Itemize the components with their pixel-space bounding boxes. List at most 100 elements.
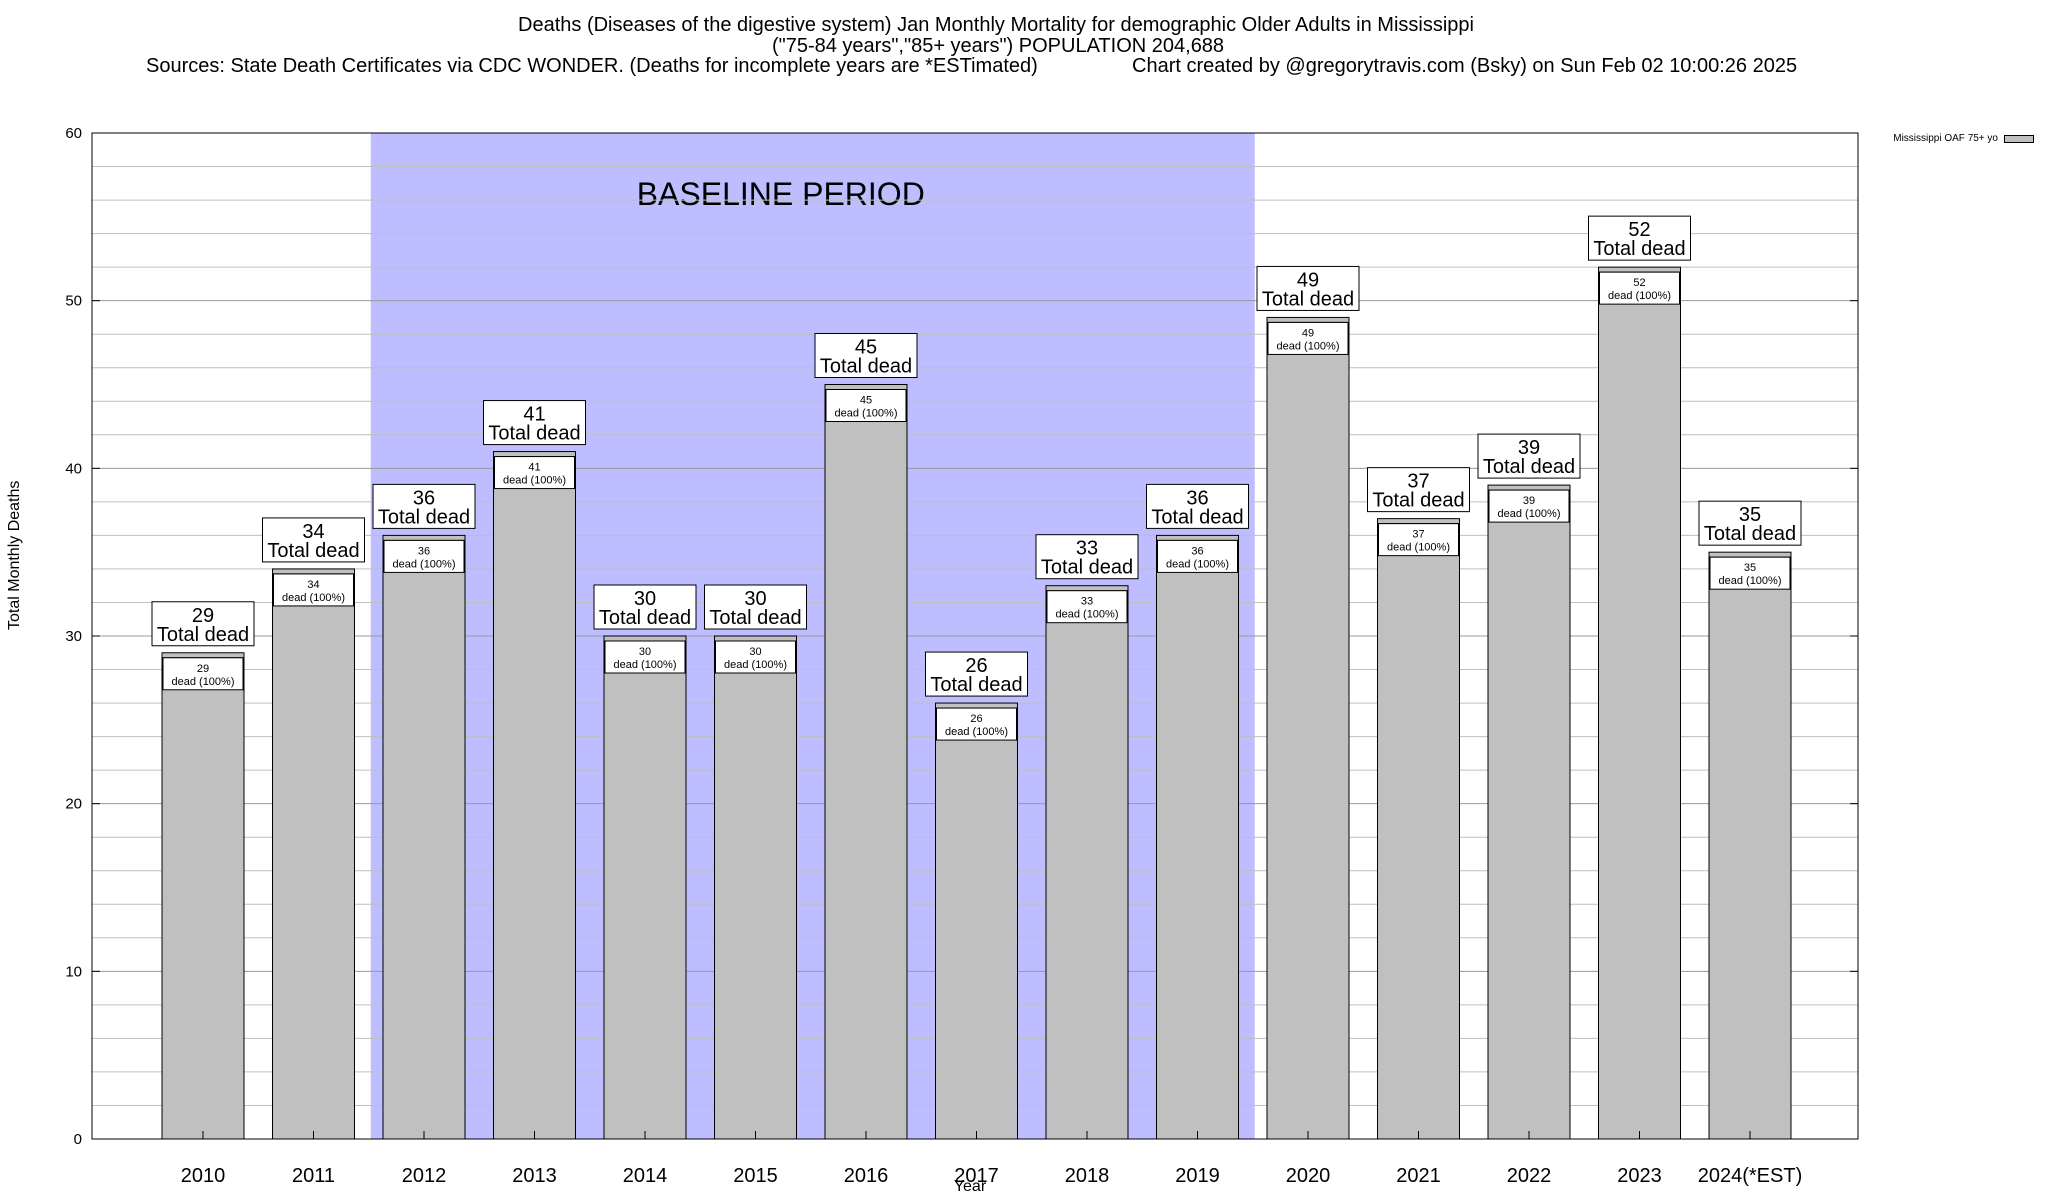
inner-value-label: 30 <box>639 646 651 658</box>
inner-percent-label: dead (100%) <box>945 726 1008 738</box>
plot-frame <box>91 132 1859 1140</box>
inner-percent-label: dead (100%) <box>835 408 898 420</box>
inner-label-box <box>162 657 244 691</box>
x-tick-label: 2014 <box>623 1165 668 1187</box>
total-text-label: Total dead <box>599 607 691 629</box>
inner-label-box <box>1267 321 1349 355</box>
chart-credit: Chart created by @gregorytravis.com (Bsk… <box>1132 55 1798 77</box>
chart-sources: Sources: State Death Certificates via CD… <box>146 55 1038 77</box>
total-text-label: Total dead <box>1593 238 1685 260</box>
bar <box>1487 484 1571 1140</box>
inner-label-box <box>1709 556 1791 590</box>
inner-value-label: 39 <box>1523 495 1535 507</box>
total-value-label: 45 <box>855 337 877 359</box>
inner-value-label: 35 <box>1744 562 1756 574</box>
inner-value-label: 45 <box>860 395 872 407</box>
inner-percent-label: dead (100%) <box>724 659 787 671</box>
bar <box>161 652 245 1140</box>
inner-label-box <box>383 539 465 573</box>
inner-value-label: 36 <box>1191 545 1203 557</box>
legend-swatch <box>2004 134 2034 143</box>
total-text-label: Total dead <box>1483 456 1575 478</box>
total-label-box <box>593 584 697 630</box>
inner-label-box <box>1488 489 1570 523</box>
total-label-box <box>1035 534 1139 580</box>
x-tick-label: 2015 <box>733 1165 778 1187</box>
total-text-label: Total dead <box>1151 506 1243 528</box>
inner-percent-label: dead (100%) <box>1277 340 1340 352</box>
total-text-label: Total dead <box>1704 523 1796 545</box>
total-value-label: 52 <box>1628 219 1650 241</box>
inner-label-box <box>715 640 796 674</box>
total-value-label: 33 <box>1076 538 1098 560</box>
y-tick-label: 10 <box>65 963 82 980</box>
x-tick-label: 2011 <box>292 1165 335 1187</box>
total-value-label: 29 <box>192 605 214 627</box>
inner-label-box <box>1046 590 1128 624</box>
y-tick-label: 40 <box>65 460 82 477</box>
total-value-label: 30 <box>744 588 766 610</box>
total-label-box <box>1698 500 1802 546</box>
x-tick-label: 2017 <box>954 1165 999 1187</box>
chart-title: Deaths (Diseases of the digestive system… <box>518 14 1474 36</box>
bar <box>603 635 687 1140</box>
total-label-box <box>1146 483 1249 529</box>
total-label-box <box>1256 265 1360 311</box>
x-tick-label: 2023 <box>1617 1165 1662 1187</box>
total-text-label: Total dead <box>1372 490 1464 512</box>
total-label-box <box>372 483 476 529</box>
bar <box>824 384 908 1140</box>
x-tick-label: 2018 <box>1065 1165 1110 1187</box>
total-text-label: Total dead <box>820 356 912 378</box>
inner-percent-label: dead (100%) <box>614 659 677 671</box>
x-tick-label: 2012 <box>402 1165 447 1187</box>
bar <box>272 568 355 1140</box>
x-tick-label: 2010 <box>181 1165 226 1187</box>
inner-label-box <box>273 573 354 607</box>
total-value-label: 36 <box>413 487 435 509</box>
x-tick-label: 2016 <box>844 1165 889 1187</box>
inner-value-label: 37 <box>1412 529 1424 541</box>
total-label-box <box>704 584 807 630</box>
inner-value-label: 36 <box>418 545 430 557</box>
total-value-label: 49 <box>1297 269 1319 291</box>
total-label-box <box>1588 215 1691 261</box>
inner-percent-label: dead (100%) <box>1166 558 1229 570</box>
total-value-label: 35 <box>1739 504 1761 526</box>
inner-percent-label: dead (100%) <box>1608 290 1671 302</box>
x-tick-label: 2021 <box>1396 1165 1441 1187</box>
inner-label-box <box>936 707 1017 741</box>
legend-label: Mississippi OAF 75+ yo <box>1893 133 1998 144</box>
total-value-label: 26 <box>965 655 987 677</box>
total-value-label: 34 <box>302 521 324 543</box>
inner-percent-label: dead (100%) <box>393 558 456 570</box>
x-tick-label: 2020 <box>1286 1165 1331 1187</box>
total-label-box <box>151 601 255 647</box>
y-axis-label: Total Monthly Deaths <box>6 480 23 630</box>
bar <box>1377 518 1460 1140</box>
inner-value-label: 29 <box>197 663 209 675</box>
inner-percent-label: dead (100%) <box>1498 508 1561 520</box>
inner-value-label: 52 <box>1633 277 1645 289</box>
total-value-label: 39 <box>1518 437 1540 459</box>
total-label-box <box>1367 467 1470 513</box>
bar <box>1045 585 1129 1140</box>
total-text-label: Total dead <box>267 540 359 562</box>
y-tick-label: 50 <box>65 293 82 310</box>
inner-percent-label: dead (100%) <box>282 592 345 604</box>
inner-percent-label: dead (100%) <box>1056 609 1119 621</box>
x-tick-label: 2024(*EST) <box>1698 1165 1803 1187</box>
bar <box>493 451 576 1140</box>
bar <box>935 702 1018 1140</box>
inner-label-box <box>1599 271 1680 305</box>
inner-label-box <box>1378 523 1459 557</box>
x-tick-label: 2019 <box>1175 1165 1220 1187</box>
inner-value-label: 49 <box>1302 327 1314 339</box>
inner-percent-label: dead (100%) <box>503 475 566 487</box>
inner-percent-label: dead (100%) <box>172 676 235 688</box>
legend: Mississippi OAF 75+ yo <box>1893 133 2034 144</box>
x-tick-label: 2013 <box>512 1165 557 1187</box>
total-value-label: 37 <box>1407 471 1429 493</box>
inner-value-label: 34 <box>307 579 319 591</box>
